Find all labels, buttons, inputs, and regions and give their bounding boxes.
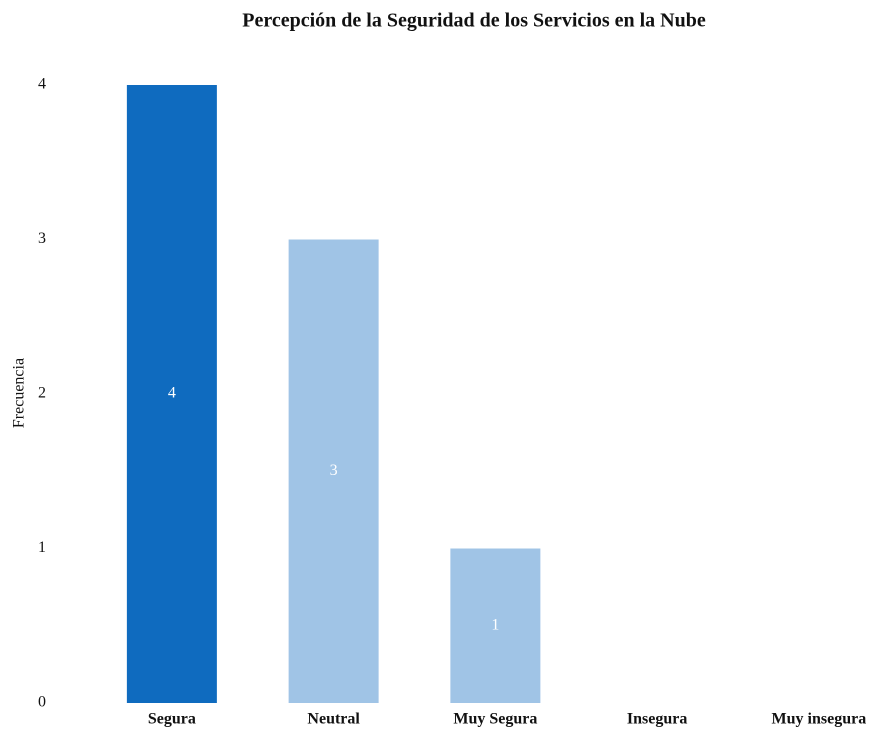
value-label: 4 bbox=[168, 385, 176, 402]
y-tick-label: 3 bbox=[38, 230, 46, 247]
value-label: 1 bbox=[491, 616, 499, 633]
x-tick-label: Insegura bbox=[627, 711, 687, 728]
x-tick-label: Muy insegura bbox=[772, 711, 867, 728]
x-tick-label: Neutral bbox=[307, 711, 360, 728]
bar bbox=[450, 548, 541, 703]
bar bbox=[126, 85, 217, 703]
value-label: 3 bbox=[330, 462, 338, 479]
y-tick-label: 2 bbox=[38, 385, 46, 402]
chart-title: Percepción de la Seguridad de los Servic… bbox=[242, 10, 706, 32]
bar bbox=[288, 239, 379, 703]
y-tick-label: 4 bbox=[38, 76, 46, 93]
x-tick-label: Segura bbox=[148, 711, 196, 728]
y-axis-label: Frecuencia bbox=[11, 358, 28, 428]
y-tick-label: 1 bbox=[38, 539, 46, 556]
x-tick-label: Muy Segura bbox=[453, 711, 537, 728]
y-tick-label: 0 bbox=[38, 694, 46, 711]
